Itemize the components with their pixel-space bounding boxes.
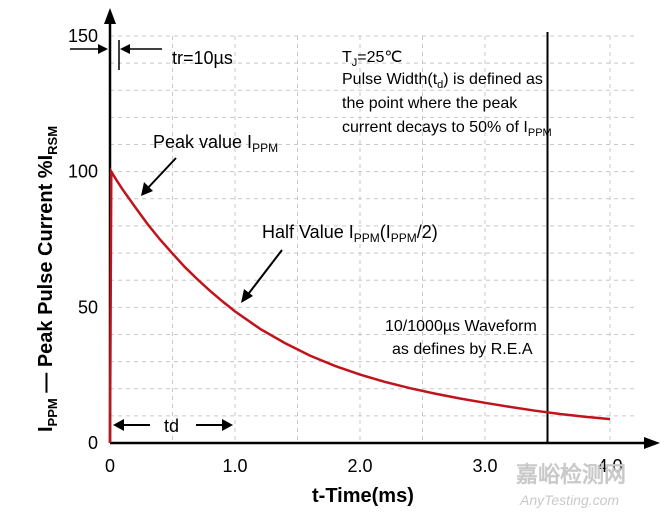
peak-value-label: Peak value IPPM bbox=[153, 132, 278, 155]
y-axis-arrowhead bbox=[104, 8, 116, 24]
grid-lines bbox=[110, 32, 638, 443]
peak-arrowhead bbox=[141, 182, 153, 196]
td-arrowhead-right bbox=[222, 419, 233, 431]
tr-arrowhead bbox=[120, 44, 130, 54]
pulse-width-line2: the point where the peak bbox=[342, 95, 518, 112]
y-tick-label: 100 bbox=[68, 162, 98, 182]
tj-label: TJ=25℃ bbox=[342, 49, 402, 69]
y-tick-label: 0 bbox=[88, 433, 98, 453]
watermark-cn: 嘉峪检测网 bbox=[516, 462, 626, 487]
x-tick-label: 4.0 bbox=[597, 456, 622, 476]
waveform-line1: 10/1000µs Waveform bbox=[385, 318, 537, 335]
x-tick-label: 0 bbox=[105, 456, 115, 476]
x-tick-label: 3.0 bbox=[472, 456, 497, 476]
watermark-en: AnyTesting.com bbox=[519, 492, 619, 508]
tick-labels: 0 1.0 2.0 3.0 4.0 0 50 100 150 bbox=[68, 26, 623, 476]
pulse-width-line1: Pulse Width(td) is defined as bbox=[342, 71, 543, 91]
waveform-curve bbox=[108, 167, 611, 444]
tr-label: tr=10µs bbox=[172, 48, 233, 68]
peak-arrow bbox=[145, 157, 177, 191]
pulse-width-line3: current decays to 50% of IPPM bbox=[342, 119, 552, 139]
waveform-line2: as defines by R.E.A bbox=[392, 341, 533, 358]
y-axis-title: IPPM — Peak Pulse Current %IRSM bbox=[35, 126, 60, 432]
half-value-label: Half Value IPPM(IPPM/2) bbox=[262, 222, 438, 245]
tr-arrowhead-left bbox=[98, 44, 108, 54]
td-label: td bbox=[164, 416, 179, 436]
y-tick-label: 50 bbox=[78, 297, 98, 317]
half-arrowhead bbox=[241, 289, 253, 303]
x-tick-label: 2.0 bbox=[347, 456, 372, 476]
y-tick-label: 150 bbox=[68, 26, 98, 46]
half-arrow bbox=[245, 249, 283, 298]
x-axis-arrowhead bbox=[644, 437, 660, 449]
x-axis-title: t-Time(ms) bbox=[312, 485, 414, 507]
td-arrowhead-left bbox=[113, 419, 124, 431]
x-tick-label: 1.0 bbox=[222, 456, 247, 476]
